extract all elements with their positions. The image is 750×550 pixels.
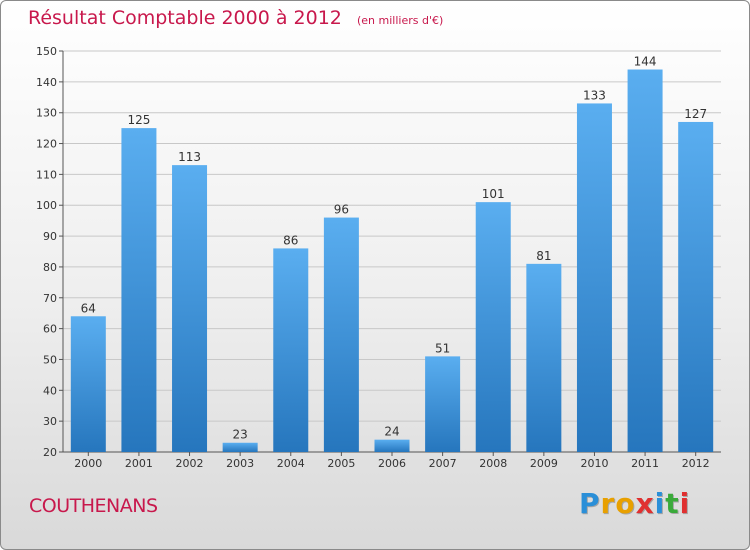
data-label-2005: 96 xyxy=(334,203,349,217)
bar-2012 xyxy=(678,121,714,452)
bar-2006 xyxy=(374,439,410,452)
data-label-2004: 86 xyxy=(283,233,298,247)
chart-title: Résultat Comptable 2000 à 2012 xyxy=(28,7,342,29)
y-tick-label: 100 xyxy=(36,199,57,212)
x-tick-label-2004: 2004 xyxy=(277,457,305,470)
bar-2004 xyxy=(273,248,309,452)
y-tick-label: 110 xyxy=(36,168,57,181)
data-label-2010: 133 xyxy=(583,88,606,102)
data-label-2000: 64 xyxy=(81,301,96,315)
y-tick-label: 70 xyxy=(43,292,57,305)
data-label-2009: 81 xyxy=(536,249,551,263)
data-label-2006: 24 xyxy=(384,425,399,439)
x-tick-label-2006: 2006 xyxy=(378,457,406,470)
x-tick-label-2002: 2002 xyxy=(176,457,204,470)
logo-letter: t xyxy=(665,487,680,520)
y-tick-label: 140 xyxy=(36,76,57,89)
bar-2010 xyxy=(576,103,612,452)
x-tick-label-2000: 2000 xyxy=(74,457,102,470)
y-tick-label: 50 xyxy=(43,353,57,366)
data-label-2008: 101 xyxy=(482,187,505,201)
bar-2007 xyxy=(425,356,461,452)
x-tick-label-2008: 2008 xyxy=(479,457,507,470)
y-tick-label: 90 xyxy=(43,230,57,243)
logo-letter: x xyxy=(635,487,655,520)
x-tick-label-2010: 2010 xyxy=(580,457,608,470)
x-tick-label-2007: 2007 xyxy=(429,457,457,470)
y-tick-label: 120 xyxy=(36,138,57,151)
bar-2008 xyxy=(475,202,511,452)
logo-letter: i xyxy=(679,487,691,520)
x-tick-label-2009: 2009 xyxy=(530,457,558,470)
proxiti-logo: Proxiti xyxy=(579,487,690,520)
bar-2002 xyxy=(172,165,208,452)
data-label-2003: 23 xyxy=(233,428,248,442)
x-tick-label-2012: 2012 xyxy=(682,457,710,470)
bar-2003 xyxy=(222,442,258,452)
logo-letter: i xyxy=(654,487,666,520)
y-tick-label: 80 xyxy=(43,261,57,274)
x-tick-label-2003: 2003 xyxy=(226,457,254,470)
y-tick-label: 60 xyxy=(43,323,57,336)
chart-title-block: Résultat Comptable 2000 à 2012 (en milli… xyxy=(28,7,443,29)
data-label-2012: 127 xyxy=(684,107,707,121)
x-tick-label-2011: 2011 xyxy=(631,457,659,470)
x-tick-label-2001: 2001 xyxy=(125,457,153,470)
y-tick-label: 150 xyxy=(36,45,57,58)
y-tick-label: 130 xyxy=(36,107,57,120)
y-tick-label: 40 xyxy=(43,384,57,397)
bar-2009 xyxy=(526,263,562,452)
bar-2005 xyxy=(323,217,359,452)
data-label-2011: 144 xyxy=(634,55,657,69)
logo-letter: r xyxy=(600,487,616,520)
bar-2011 xyxy=(627,69,663,452)
data-label-2002: 113 xyxy=(178,150,201,164)
data-label-2001: 125 xyxy=(127,113,150,127)
bar-2001 xyxy=(121,128,157,452)
bar-2000 xyxy=(70,316,106,452)
y-tick-label: 30 xyxy=(43,415,57,428)
logo-letter: P xyxy=(579,487,601,520)
data-label-2007: 51 xyxy=(435,341,450,355)
x-tick-label-2005: 2005 xyxy=(327,457,355,470)
logo-letter: o xyxy=(615,487,636,520)
commune-name: COUTHENANS xyxy=(29,495,158,517)
chart-subtitle: (en milliers d'€) xyxy=(356,14,444,27)
y-tick-label: 20 xyxy=(43,446,57,459)
